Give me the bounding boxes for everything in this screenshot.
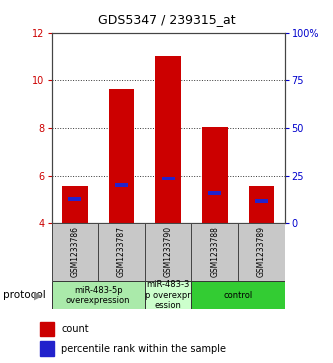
- Text: miR-483-3
p overexpr
ession: miR-483-3 p overexpr ession: [145, 280, 191, 310]
- Bar: [145, 281, 191, 309]
- Bar: [202, 127, 227, 223]
- Bar: [191, 281, 285, 309]
- Text: control: control: [223, 291, 253, 300]
- Bar: [115, 183, 128, 187]
- Bar: [238, 223, 285, 281]
- Text: GSM1233790: GSM1233790: [164, 225, 173, 277]
- Text: GSM1233789: GSM1233789: [257, 226, 266, 277]
- Text: GSM1233788: GSM1233788: [210, 226, 219, 277]
- Bar: [255, 199, 268, 203]
- Bar: [62, 186, 88, 223]
- Text: GSM1233787: GSM1233787: [117, 226, 126, 277]
- Bar: [145, 223, 191, 281]
- Bar: [248, 186, 274, 223]
- Bar: [40, 342, 54, 356]
- Text: ▶: ▶: [34, 290, 43, 300]
- Bar: [52, 281, 145, 309]
- Bar: [68, 197, 82, 201]
- Bar: [191, 223, 238, 281]
- Text: miR-483-5p
overexpression: miR-483-5p overexpression: [66, 286, 131, 305]
- Bar: [109, 89, 134, 223]
- Text: GDS5347 / 239315_at: GDS5347 / 239315_at: [98, 13, 235, 26]
- Bar: [98, 223, 145, 281]
- Text: percentile rank within the sample: percentile rank within the sample: [61, 344, 226, 354]
- Bar: [162, 176, 175, 180]
- Text: count: count: [61, 324, 89, 334]
- Bar: [52, 223, 98, 281]
- Text: protocol: protocol: [3, 290, 46, 300]
- Bar: [208, 191, 221, 195]
- Bar: [40, 322, 54, 337]
- Text: GSM1233786: GSM1233786: [70, 226, 80, 277]
- Bar: [155, 57, 181, 223]
